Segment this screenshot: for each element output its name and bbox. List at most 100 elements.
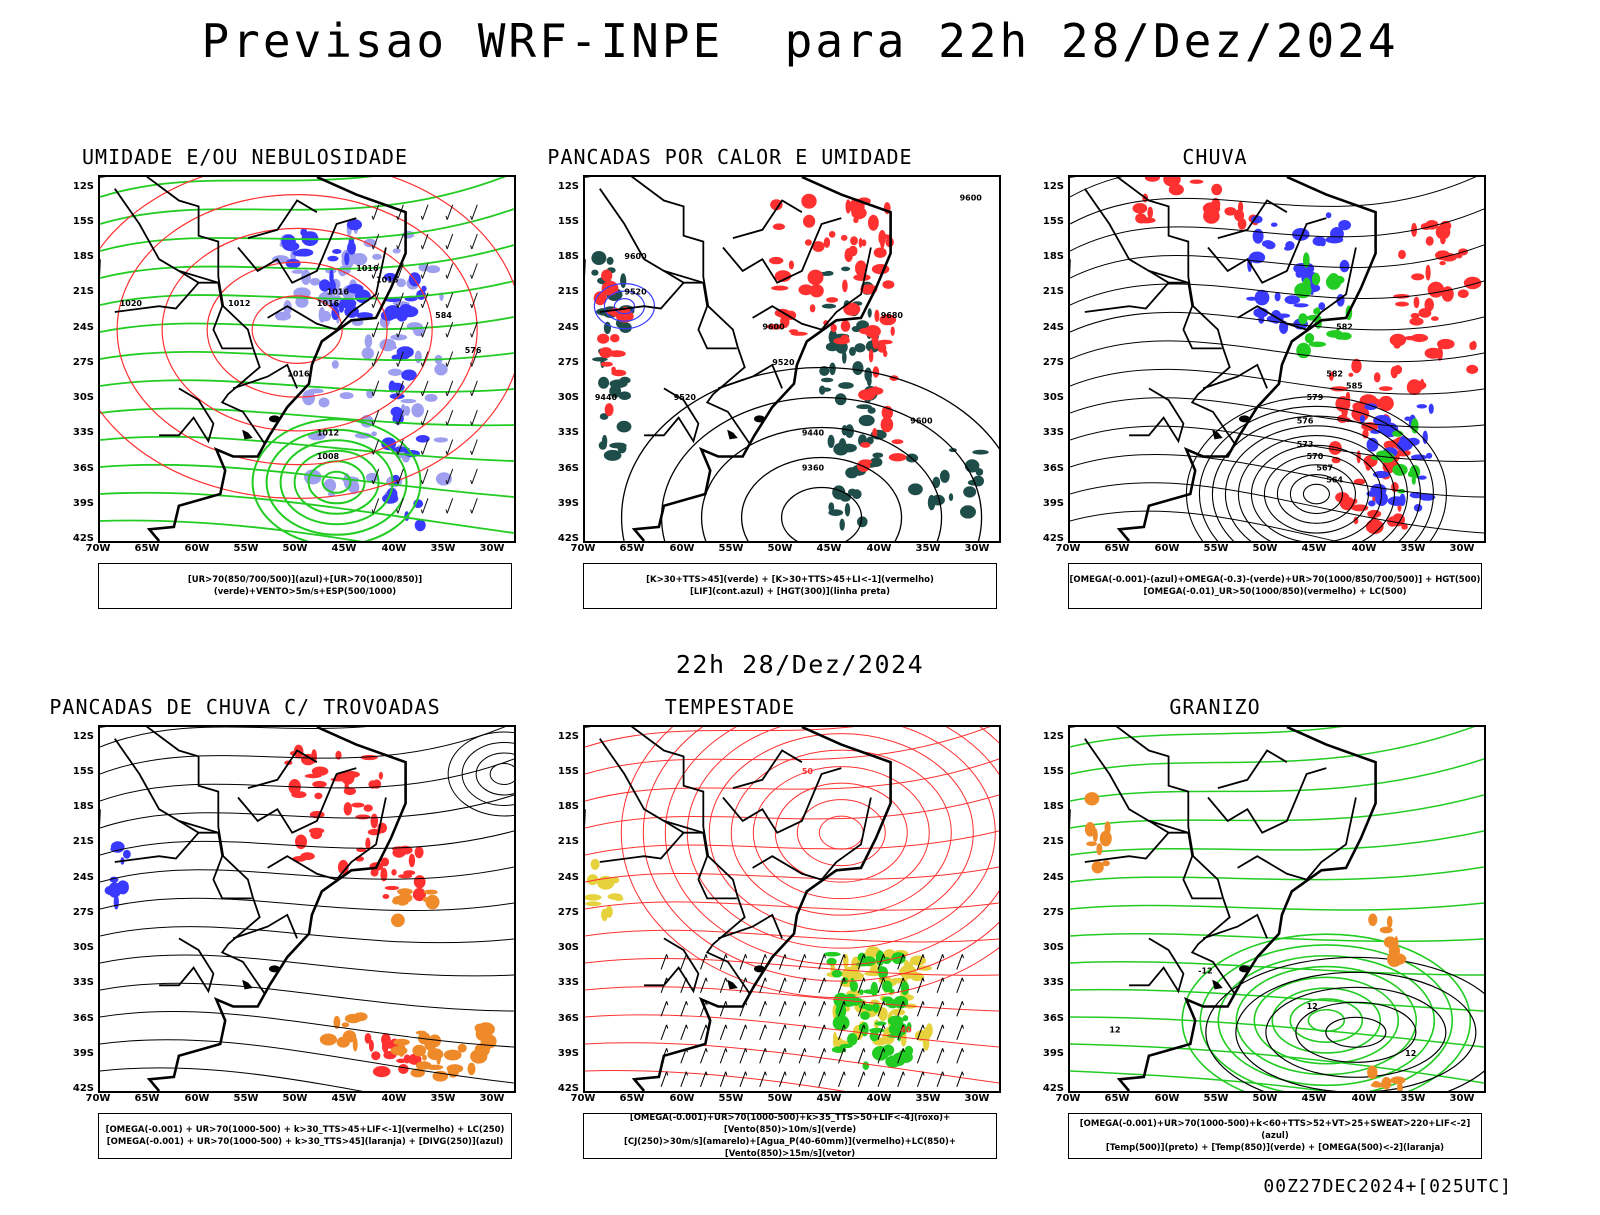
shaded-area: [1264, 241, 1276, 250]
state-border: [1084, 738, 1189, 834]
shaded-area: [963, 486, 977, 498]
wind-vector: [798, 1071, 807, 1087]
shaded-area: [347, 241, 356, 255]
streamline: [585, 1069, 847, 1091]
wind-vector: [778, 1024, 787, 1040]
state-border: [1129, 937, 1185, 994]
shaded-area: [364, 334, 373, 349]
shaded-area: [1252, 228, 1264, 244]
shaded-area: [403, 1054, 411, 1064]
shaded-area: [1135, 213, 1147, 224]
shaded-area: [585, 894, 602, 901]
shaded-area: [1284, 246, 1292, 251]
lon-tick-label: 55W: [1203, 1093, 1229, 1104]
shaded-area: [852, 361, 864, 376]
shaded-area: [1102, 860, 1110, 867]
coastline: [1116, 727, 1377, 1091]
wind-vector: [818, 1001, 826, 1017]
shaded-area: [443, 1049, 462, 1061]
shaded-area: [412, 1044, 427, 1057]
wind-vector: [798, 1048, 807, 1064]
shaded-area: [826, 957, 837, 966]
shaded-area: [413, 875, 426, 889]
lat-tick-label: 42S: [72, 1083, 94, 1094]
contour-label: 1016: [287, 370, 310, 379]
shaded-area: [421, 285, 427, 292]
wind-vector: [838, 954, 846, 970]
shaded-area: [604, 403, 614, 417]
map-canvas: 50 40: [585, 727, 999, 1091]
shaded-area: [1359, 415, 1366, 423]
contour-label: 12: [1405, 1049, 1416, 1058]
shaded-area: [320, 310, 332, 322]
streamline: [100, 897, 514, 911]
shaded-area: [939, 469, 950, 483]
shaded-area: [587, 874, 599, 886]
shaded-area: [1407, 471, 1414, 478]
shaded-area: [850, 236, 858, 246]
shaded-area: [849, 972, 865, 980]
state-border: [752, 247, 872, 331]
shaded-area: [1410, 333, 1429, 343]
lat-tick-label: 36S: [72, 463, 94, 474]
shaded-area: [601, 908, 608, 922]
contour-line: [796, 799, 886, 867]
shaded-area: [1338, 220, 1351, 231]
shaded-area: [384, 885, 400, 891]
streamline: [100, 177, 373, 198]
contour-line: [1289, 473, 1343, 515]
lat-tick-label: 24S: [557, 322, 579, 333]
shaded-area: [1168, 183, 1184, 196]
streamlines: [100, 727, 514, 1091]
lon-tick-label: 70W: [570, 1093, 596, 1104]
shaded-area: [353, 1012, 368, 1022]
wind-vector: [700, 1024, 708, 1040]
shaded-area: [1425, 264, 1431, 281]
panel-title: UMIDADE E/OU NEBULOSIDADE: [81, 145, 409, 169]
wind-vector: [396, 380, 404, 397]
shaded-area: [343, 802, 352, 816]
k-li-area: [593, 193, 907, 472]
state-border: [1207, 767, 1327, 834]
wind-vector: [759, 1024, 767, 1040]
state-border: [1207, 217, 1327, 284]
lat-tick-label: 33S: [72, 427, 94, 438]
lon-tick-label: 45W: [816, 543, 842, 554]
shaded-area: [474, 1043, 490, 1057]
wind-vector: [798, 954, 807, 970]
streamline: [100, 519, 364, 541]
lon-tick-label: 35W: [430, 543, 456, 554]
streamline: [585, 830, 999, 856]
shaded-area: [398, 1064, 409, 1074]
shaded-area: [902, 961, 914, 978]
lon-tick-label: 65W: [619, 1093, 645, 1104]
streamline: [1070, 177, 1477, 225]
state-border: [100, 177, 266, 445]
streamline: [1070, 902, 1484, 911]
shaded-area: [1341, 403, 1348, 418]
wind-vector: [916, 1048, 925, 1064]
shaded-area: [379, 338, 397, 352]
wind-vector: [470, 233, 478, 250]
lagoon: [1238, 965, 1250, 973]
shaded-area: [1086, 841, 1098, 847]
wind-vector: [838, 1024, 846, 1040]
contour-line: [1325, 1016, 1387, 1048]
shaded-area: [868, 214, 879, 231]
state-border: [722, 767, 842, 834]
lat-tick-label: 42S: [557, 533, 579, 544]
shaded-area: [618, 391, 631, 400]
shaded-area: [344, 252, 350, 266]
shaded-area: [877, 343, 887, 353]
thickness-contours: [100, 177, 514, 499]
lat-tick-label: 33S: [1042, 977, 1064, 988]
lat-tick-label: 30S: [557, 392, 579, 403]
shaded-area: [812, 241, 825, 252]
streamline: [100, 1039, 514, 1084]
wind-vector: [371, 498, 380, 514]
shaded-area: [585, 901, 602, 907]
temp850-lines: [1070, 727, 1484, 1091]
shaded-area: [319, 279, 331, 292]
contour-label: -12: [1198, 967, 1212, 976]
shaded-area: [788, 260, 794, 270]
